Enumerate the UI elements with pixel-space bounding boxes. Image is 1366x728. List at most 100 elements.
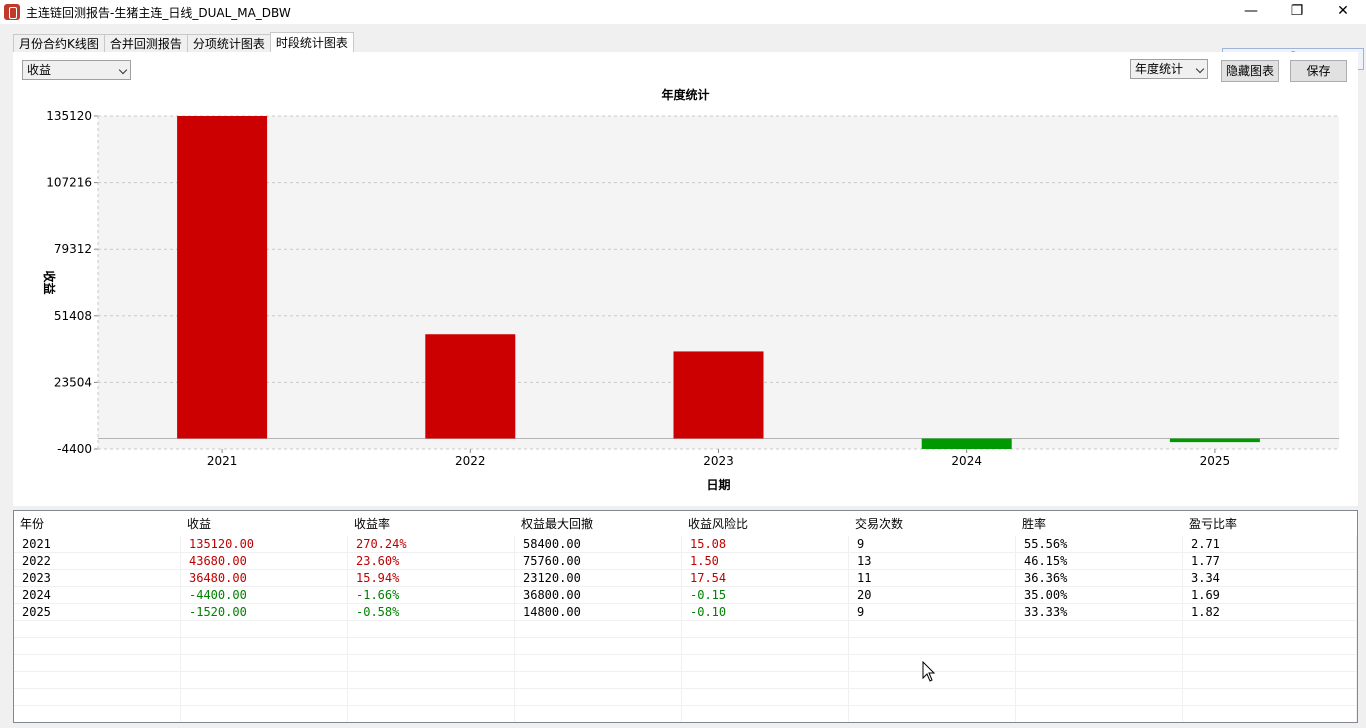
column-header[interactable]: 胜率 xyxy=(1022,517,1047,531)
hide-chart-button[interactable]: 隐藏图表 xyxy=(1221,60,1279,82)
table-cell xyxy=(1183,638,1357,655)
table-cell xyxy=(1016,672,1183,689)
table-cell: 2025 xyxy=(14,604,181,621)
bar-2024 xyxy=(921,438,1012,449)
app-icon xyxy=(4,4,20,20)
table-cell: -0.58% xyxy=(348,604,515,621)
table-cell: 2.71 xyxy=(1183,536,1357,553)
table-cell: 3.34 xyxy=(1183,570,1357,587)
y-tick-label: -4400 xyxy=(57,442,92,456)
table-cell: 2021 xyxy=(14,536,181,553)
column-header[interactable]: 收益 xyxy=(187,517,212,531)
table-cell xyxy=(348,689,515,706)
table-cell xyxy=(181,638,348,655)
column-header[interactable]: 权益最大回撤 xyxy=(521,517,594,531)
close-button[interactable]: ✕ xyxy=(1337,3,1349,19)
table-cell: 58400.00 xyxy=(515,536,682,553)
table-cell xyxy=(1016,655,1183,672)
table-cell xyxy=(1183,672,1357,689)
period-select[interactable]: 年度统计 xyxy=(1130,59,1208,79)
cursor-arrow-icon xyxy=(922,660,936,682)
table-cell xyxy=(1016,706,1183,722)
table-cell xyxy=(515,638,682,655)
table-cell xyxy=(14,706,181,722)
table-cell: 23.60% xyxy=(348,553,515,570)
table-cell: 23120.00 xyxy=(515,570,682,587)
table-cell: 9 xyxy=(849,604,1016,621)
table-cell: 2023 xyxy=(14,570,181,587)
table-cell: 1.69 xyxy=(1183,587,1357,604)
table-row[interactable]: 2023 36480.00 15.94% 23120.00 17.54 11 36.36% 3… xyxy=(14,570,1357,587)
title-bar: 主连链回测报告-生猪主连_日线_DUAL_MA_DBW — ❐ ✕ xyxy=(0,0,1366,24)
table-cell xyxy=(14,655,181,672)
metric-select[interactable]: 收益 xyxy=(22,60,131,80)
maximize-button[interactable]: ❐ xyxy=(1290,3,1304,19)
table-cell xyxy=(515,706,682,722)
table-cell xyxy=(14,689,181,706)
table-cell: 2024 xyxy=(14,587,181,604)
table-cell: 1.50 xyxy=(682,553,849,570)
tab-month-kline[interactable]: 月份合约K线图 xyxy=(13,34,105,53)
table-row[interactable]: 2024 -4400.00 -1.66% 36800.00 -0.15 20 35.00% 1… xyxy=(14,587,1357,604)
x-tick-label: 2022 xyxy=(455,454,486,468)
column-header[interactable]: 交易次数 xyxy=(855,517,904,531)
table-cell: 135120.00 xyxy=(181,536,348,553)
table-row[interactable] xyxy=(14,672,1357,689)
table-row[interactable] xyxy=(14,621,1357,638)
table-cell: 14800.00 xyxy=(515,604,682,621)
table-row[interactable] xyxy=(14,706,1357,722)
table-cell: 9 xyxy=(849,536,1016,553)
table-cell xyxy=(1183,621,1357,638)
table-cell xyxy=(14,621,181,638)
table-cell: 36800.00 xyxy=(515,587,682,604)
x-tick-label: 2021 xyxy=(207,454,238,468)
save-button[interactable]: 保存 xyxy=(1290,60,1347,82)
table-cell: -0.15 xyxy=(682,587,849,604)
table-cell: 270.24% xyxy=(348,536,515,553)
table-cell xyxy=(682,672,849,689)
table-cell: 36.36% xyxy=(1016,570,1183,587)
table-cell xyxy=(348,655,515,672)
stats-table: 年份 收益 收益率 权益最大回撤 收益风险比 交易次数 胜率 盈亏比率 2021 135120.… xyxy=(13,510,1358,723)
tab-merged-report[interactable]: 合并回测报告 xyxy=(103,34,188,53)
chart-title: 年度统计 xyxy=(661,88,710,102)
column-header[interactable]: 收益率 xyxy=(354,517,391,531)
table-row[interactable] xyxy=(14,655,1357,672)
table-header: 年份 收益 收益率 权益最大回撤 收益风险比 交易次数 胜率 盈亏比率 xyxy=(14,511,1357,535)
table-cell xyxy=(1016,638,1183,655)
table-cell xyxy=(181,689,348,706)
table-cell: 55.56% xyxy=(1016,536,1183,553)
table-row[interactable] xyxy=(14,689,1357,706)
bar-2025 xyxy=(1169,438,1260,443)
table-cell xyxy=(348,672,515,689)
table-cell: 2022 xyxy=(14,553,181,570)
y-tick-label: 79312 xyxy=(54,242,92,256)
table-cell xyxy=(682,689,849,706)
table-cell: 33.33% xyxy=(1016,604,1183,621)
table-row[interactable]: 2025 -1520.00 -0.58% 14800.00 -0.10 9 33.33% 1.… xyxy=(14,604,1357,621)
column-header[interactable]: 年份 xyxy=(20,517,45,531)
table-cell xyxy=(348,621,515,638)
table-row[interactable]: 2021 135120.00 270.24% 58400.00 15.08 9 55.56%… xyxy=(14,536,1357,553)
tab-period-stats[interactable]: 时段统计图表 xyxy=(269,32,354,53)
tab-item-stats[interactable]: 分项统计图表 xyxy=(186,34,271,53)
table-cell xyxy=(515,655,682,672)
table-cell xyxy=(682,621,849,638)
table-row[interactable] xyxy=(14,638,1357,655)
table-row[interactable]: 2022 43680.00 23.60% 75760.00 1.50 13 46.15% 1.… xyxy=(14,553,1357,570)
table-cell: 17.54 xyxy=(682,570,849,587)
x-tick-label: 2023 xyxy=(703,454,734,468)
column-header[interactable]: 盈亏比率 xyxy=(1189,517,1238,531)
table-cell: -1.66% xyxy=(348,587,515,604)
table-cell xyxy=(682,706,849,722)
table-cell: 35.00% xyxy=(1016,587,1183,604)
table-cell: 20 xyxy=(849,587,1016,604)
minimize-button[interactable]: — xyxy=(1244,3,1258,19)
table-cell xyxy=(849,621,1016,638)
column-header[interactable]: 收益风险比 xyxy=(688,517,749,531)
table-cell xyxy=(849,689,1016,706)
table-cell: 75760.00 xyxy=(515,553,682,570)
table-cell xyxy=(14,638,181,655)
bar-2022 xyxy=(425,334,516,439)
table-cell xyxy=(515,621,682,638)
